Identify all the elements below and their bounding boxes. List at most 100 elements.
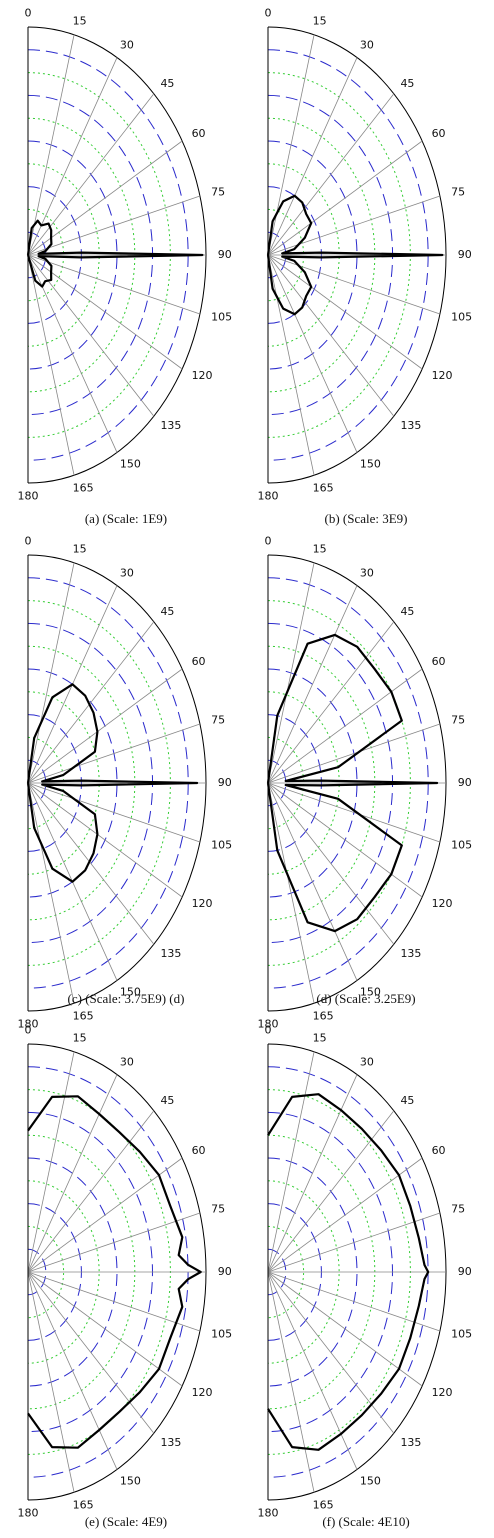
pattern-curve — [266, 633, 439, 933]
grid-spoke — [27, 93, 155, 256]
grid-spoke — [267, 782, 441, 843]
angle-label: 150 — [120, 1474, 141, 1487]
grid-ring — [27, 759, 47, 807]
grid-spoke — [267, 1157, 423, 1273]
grid-ring — [27, 163, 100, 347]
grid-spoke — [267, 1051, 315, 1273]
angle-label: 105 — [451, 1328, 472, 1341]
grid-spoke — [267, 782, 395, 945]
angle-label: 90 — [218, 248, 232, 261]
angle-label: 105 — [451, 839, 472, 852]
angle-label: 180 — [258, 1018, 279, 1031]
grid-ring — [267, 1180, 340, 1364]
caption: (d) (Scale: 3.25E9) — [316, 991, 415, 1006]
angle-label: 75 — [451, 1202, 465, 1215]
grid-spoke — [27, 254, 183, 370]
grid-spoke — [27, 254, 75, 476]
angle-label: 45 — [400, 1094, 414, 1107]
grid-ring — [267, 1248, 287, 1296]
angle-label: 60 — [192, 127, 206, 140]
angle-label: 165 — [73, 481, 94, 494]
angle-label: 180 — [258, 1507, 279, 1520]
angle-label: 60 — [192, 655, 206, 668]
grid-ring — [267, 1157, 358, 1387]
angle-label: 120 — [432, 897, 453, 910]
grid-spoke — [27, 782, 201, 843]
angle-label: 15 — [313, 1032, 327, 1045]
grid-ring — [27, 1157, 118, 1387]
pattern-curve — [266, 194, 444, 316]
grid-spoke — [267, 585, 358, 784]
grid-spoke — [27, 782, 75, 1004]
grid-spoke — [267, 195, 441, 256]
angle-label: 120 — [432, 369, 453, 382]
angle-label: 105 — [451, 311, 472, 324]
angle-label: 90 — [218, 776, 232, 789]
grid-spoke — [267, 668, 423, 784]
angle-label: 150 — [360, 457, 381, 470]
angle-label: 30 — [360, 567, 374, 580]
grid-ring — [27, 736, 65, 830]
angle-label: 0 — [25, 534, 32, 547]
angle-label: 120 — [192, 1386, 213, 1399]
grid-spoke — [27, 1157, 183, 1273]
angle-label: 75 — [451, 713, 465, 726]
angle-label: 15 — [73, 15, 87, 28]
grid-spoke — [267, 1271, 423, 1387]
angle-label: 180 — [258, 490, 279, 503]
angle-label: 75 — [451, 185, 465, 198]
angle-label: 30 — [120, 39, 134, 52]
grid-spoke — [27, 57, 118, 256]
angle-label: 30 — [120, 567, 134, 580]
grid-spoke — [267, 254, 315, 476]
angle-label: 0 — [265, 534, 272, 547]
angle-label: 90 — [458, 1265, 472, 1278]
angle-label: 150 — [360, 985, 381, 998]
angle-label: 75 — [211, 713, 225, 726]
grid-spoke — [27, 723, 201, 784]
pattern-curve — [267, 1093, 430, 1451]
angle-label: 60 — [432, 127, 446, 140]
grid-ring — [27, 49, 189, 461]
angle-label: 165 — [73, 1498, 94, 1511]
grid-ring — [27, 208, 65, 302]
grid-ring — [267, 577, 429, 989]
grid-ring — [267, 208, 305, 302]
angle-label: 30 — [120, 1056, 134, 1069]
angle-label: 135 — [400, 947, 421, 960]
angle-label: 45 — [160, 605, 174, 618]
angle-label: 45 — [400, 605, 414, 618]
angle-label: 45 — [160, 1094, 174, 1107]
grid-spoke — [27, 195, 201, 256]
grid-spoke — [27, 254, 155, 417]
angle-label: 90 — [458, 248, 472, 261]
angle-label: 165 — [313, 481, 334, 494]
angle-label: 15 — [313, 15, 327, 28]
angle-label: 120 — [432, 1386, 453, 1399]
angle-label: 60 — [432, 1144, 446, 1157]
grid-ring — [267, 163, 340, 347]
grid-spoke — [27, 782, 183, 898]
grid-spoke — [27, 1212, 201, 1273]
grid-spoke — [267, 723, 441, 784]
angle-label: 105 — [211, 839, 232, 852]
grid-ring — [27, 1225, 65, 1319]
angle-label: 150 — [120, 985, 141, 998]
angle-label: 0 — [265, 6, 272, 19]
angle-label: 135 — [400, 1436, 421, 1449]
angle-label: 15 — [73, 1032, 87, 1045]
grid-spoke — [267, 254, 423, 370]
grid-spoke — [267, 254, 358, 453]
angle-label: 30 — [360, 39, 374, 52]
grid-spoke — [27, 1271, 75, 1493]
grid-spoke — [27, 621, 155, 784]
grid-spoke — [27, 562, 75, 784]
grid-ring — [27, 140, 118, 370]
grid-spoke — [27, 782, 155, 945]
angle-label: 105 — [211, 1328, 232, 1341]
grid-spoke — [27, 254, 201, 315]
pattern-curve — [26, 219, 204, 288]
caption: (e) (Scale: 4E9) — [85, 1514, 167, 1529]
grid-ring — [267, 1225, 305, 1319]
angle-label: 135 — [160, 419, 181, 432]
